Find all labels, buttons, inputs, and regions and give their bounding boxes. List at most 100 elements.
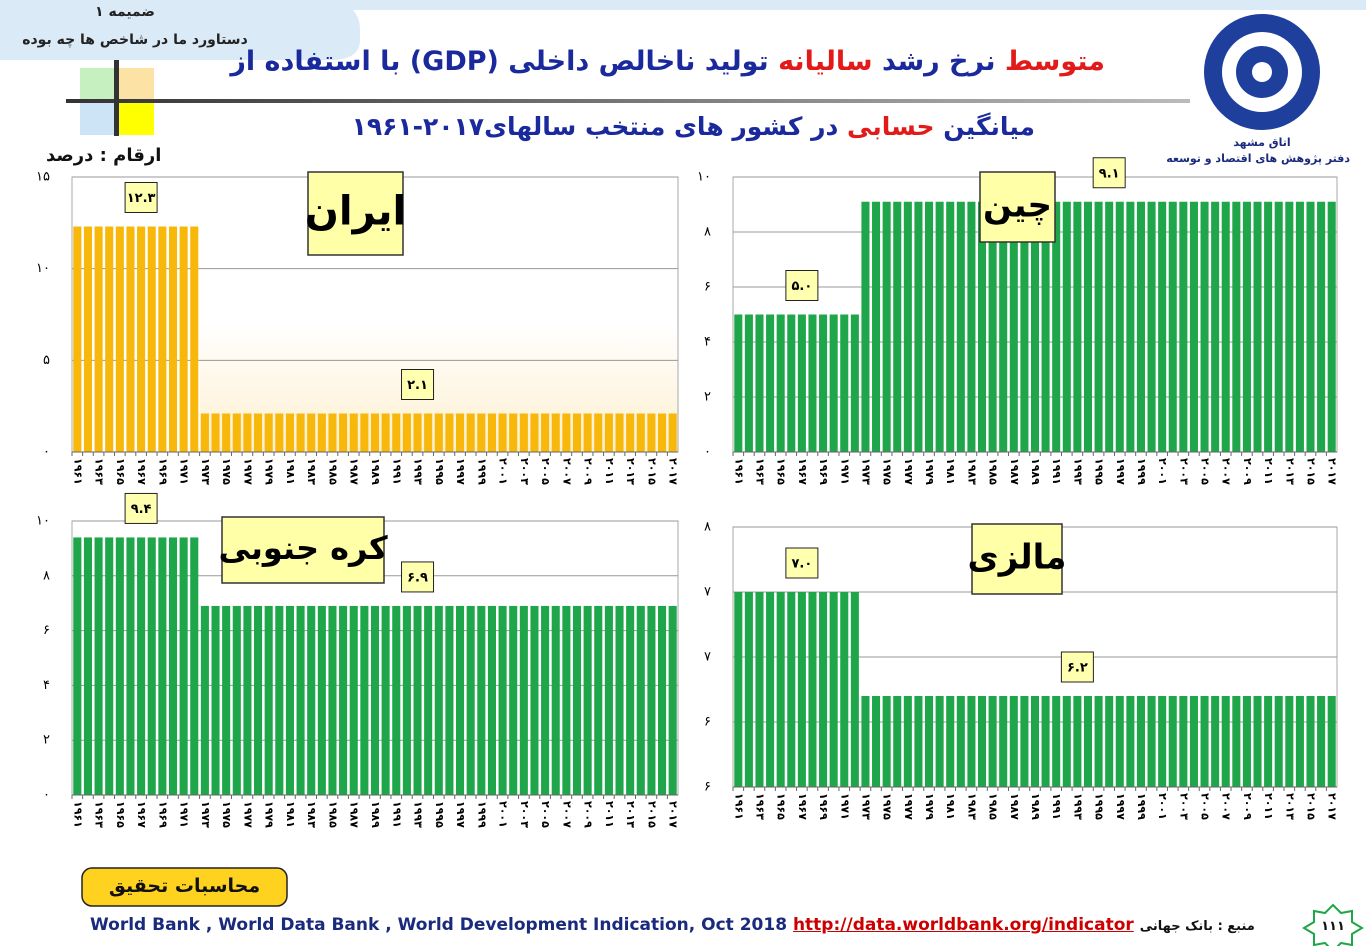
deco [117,68,154,102]
x-tick-label: ۲۰۰۷ [560,458,573,485]
x-tick-label: ۱۹۶۷ [135,458,148,485]
x-tick-label: ۱۹۶۱ [71,801,84,828]
x-tick-label: ۲۰۱۷ [1326,458,1339,485]
chart-title: کره جنوبی [218,529,388,567]
bar [1211,201,1220,452]
y-tick-label: ۰ [704,445,711,460]
bar [370,413,380,452]
bar [190,226,199,452]
bar [1179,201,1188,452]
x-tick-label: ۱۹۸۹ [369,458,382,485]
bar [935,696,944,787]
x-tick-label: ۱۹۹۳ [412,458,425,485]
bar [328,413,337,452]
bar [1158,696,1167,787]
page-badge [1302,903,1364,946]
value-label-box [124,182,158,213]
x-tick-label: ۲۰۱۷ [667,458,680,485]
x-tick-label: ۲۰۰۷ [1220,793,1233,820]
bar [1295,201,1304,452]
bar [115,537,124,795]
bar [222,413,231,452]
source-label: منبع : بانک جهانی [1139,919,1255,934]
bar [882,696,891,787]
chart-title: مالزی [968,538,1067,578]
bar [477,605,486,795]
bar [872,696,881,787]
x-tick-label: ۱۹۸۳ [965,458,978,485]
x-tick-label: ۲۰۰۷ [560,801,573,828]
bar [83,537,92,795]
x-tick-label: ۲۰۰۳ [1177,458,1190,485]
x-tick-label: ۲۰۰۱ [1156,458,1169,485]
bar [594,605,603,795]
x-tick-label: ۱۹۷۱ [178,458,191,485]
y-tick-label: ۵ [43,353,50,368]
bar [946,201,955,452]
bar [829,314,838,452]
x-tick-label: ۲۰۱۱ [1262,793,1275,820]
bar [339,605,348,795]
bar [903,696,912,787]
x-tick-label: ۱۹۹۷ [1114,793,1127,820]
deco [80,102,117,135]
chart-title: چین [983,186,1052,226]
x-tick-label: ۱۹۸۹ [369,801,382,828]
title-part: متوسط [1004,46,1105,77]
bar [275,605,284,795]
x-tick-label: ۱۹۷۷ [902,793,915,820]
bar [808,314,817,452]
x-tick-label: ۱۹۹۵ [433,458,446,485]
bar [914,201,923,452]
bar [232,605,241,795]
value-label-box [124,492,158,524]
bar [1094,201,1103,452]
bar [787,592,796,787]
bar [1136,696,1145,787]
bar [349,413,358,452]
bar [935,201,944,452]
x-tick-label: ۱۹۷۵ [220,458,233,485]
x-tick-label: ۲۰۰۷ [1220,458,1233,485]
bar [190,537,199,795]
bar [445,605,454,795]
x-tick-label: ۲۰۱۳ [624,458,637,485]
bar [1052,201,1061,452]
x-tick-label: ۱۹۸۵ [987,458,1000,485]
y-tick-label: ۷ [704,650,711,665]
bar [840,314,849,452]
x-tick-label: ۲۰۰۹ [1241,458,1254,485]
bar [1327,696,1336,787]
bar [1264,201,1273,452]
x-tick-label: ۲۰۰۱ [497,458,510,485]
x-tick-label: ۱۹۹۹ [475,458,488,485]
x-tick-label: ۱۹۶۱ [71,458,84,485]
bar [1020,201,1029,452]
bar [1200,696,1209,787]
bar [1317,696,1326,787]
bar [1126,696,1135,787]
x-tick-label: ۱۹۶۵ [775,458,788,485]
y-tick-label: ۰ [43,445,50,460]
bar [626,413,635,452]
bar [1041,696,1050,787]
x-tick-label: ۲۰۰۳ [518,458,531,485]
bar [766,592,775,787]
bar [562,413,571,452]
bar [1221,696,1230,787]
chart-title-box [221,516,385,584]
x-tick-label: ۱۹۸۹ [1029,458,1042,485]
bar [647,413,656,452]
bar [137,226,146,452]
bar [254,413,263,452]
x-tick-label: ۲۰۱۳ [1283,458,1296,485]
y-tick-label: ۴ [43,678,50,693]
appendix: ضمیمه ۱ [95,4,155,20]
bar [105,537,114,795]
bar [1168,201,1177,452]
y-tick-label: ۱۵ [36,170,50,185]
bar [1105,696,1114,787]
x-tick-label: ۱۹۷۷ [241,458,254,485]
bar [168,537,178,795]
